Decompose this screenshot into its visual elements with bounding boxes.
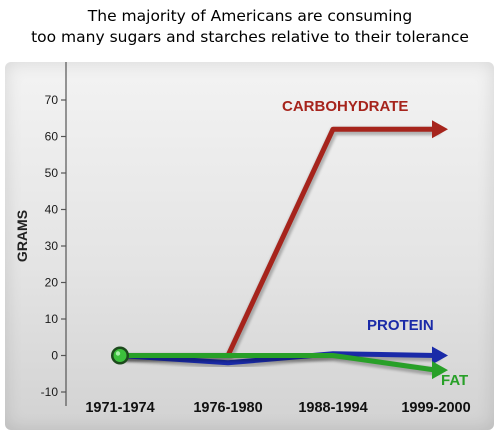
- x-category-label: 1976-1980: [193, 400, 262, 416]
- y-tick-label: 10: [45, 312, 59, 326]
- chart-title: The majority of Americans are consuming …: [0, 6, 500, 48]
- y-tick-label: 20: [45, 276, 59, 290]
- y-tick-label: 30: [45, 239, 59, 253]
- y-tick-label: 40: [45, 203, 59, 217]
- start-point-highlight: [115, 351, 121, 356]
- series-layer: [111, 120, 448, 380]
- series-arrow-protein: [432, 346, 448, 365]
- x-category-label: 1988-1994: [298, 400, 367, 416]
- series-arrow-carbohydrate: [432, 120, 448, 139]
- chart-title-line-2: too many sugars and starches relative to…: [31, 28, 469, 46]
- start-point-marker: [113, 349, 127, 362]
- data-point-carbohydrate: [331, 127, 335, 132]
- series-label-fat: FAT: [441, 372, 468, 389]
- series-line-fat: [117, 353, 439, 373]
- y-tick-label: 0: [51, 349, 58, 363]
- data-point-carbohydrate: [434, 127, 438, 132]
- y-axis-title: GRAMS: [14, 210, 30, 262]
- y-tick-label: -10: [41, 385, 59, 399]
- data-point-fat: [434, 368, 438, 373]
- labels-layer: 1971-1974 1976-1980 1988-1994 1999-2000 CARB…: [85, 98, 470, 416]
- y-tick-label: 70: [45, 93, 59, 107]
- x-category-label: 1971-1974: [85, 400, 154, 416]
- data-point-protein: [226, 360, 230, 365]
- y-tick-label: 60: [45, 130, 59, 144]
- x-category-label: 1999-2000: [401, 400, 470, 416]
- axes: -10 0 10 20 30 40 50 60 70 GRAMS: [14, 62, 67, 406]
- y-tick-label: 50: [45, 166, 59, 180]
- data-point-protein: [434, 353, 438, 358]
- chart-title-line-1: The majority of Americans are consuming: [87, 7, 413, 25]
- data-point-fat: [226, 353, 230, 358]
- series-label-protein: PROTEIN: [367, 317, 434, 334]
- data-point-fat: [331, 353, 335, 358]
- series-arrow-fat: [432, 361, 448, 380]
- series-label-carbohydrate: CARBOHYDRATE: [282, 98, 408, 115]
